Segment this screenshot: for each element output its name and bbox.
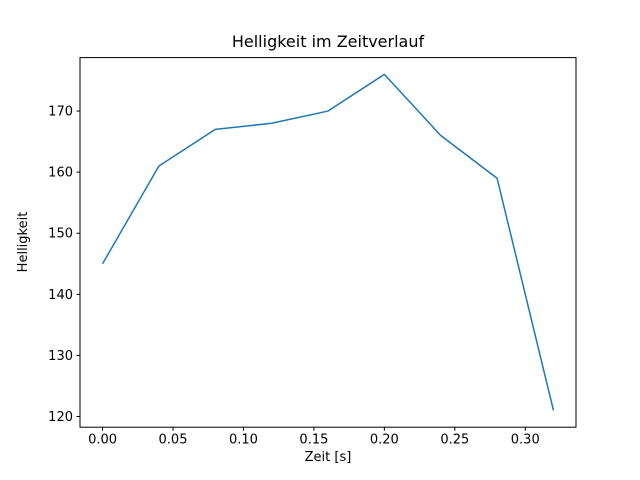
x-tick-label: 0.25 [440,433,469,448]
y-tick-label: 140 [48,288,73,303]
y-tick-label: 170 [48,105,73,120]
chart-title: Helligkeit im Zeitverlauf [232,32,425,51]
y-tick-label: 150 [48,227,73,242]
plot-area: 0.00 0.05 0.10 0.15 0.20 0.25 0.30 120 130 140 150… [48,57,577,448]
x-tick-label: 0.20 [370,433,399,448]
x-axis-label: Zeit [s] [305,450,352,465]
x-tick-label: 0.00 [88,433,117,448]
x-tick-label: 0.30 [511,433,540,448]
x-tick-label: 0.10 [229,433,258,448]
x-tick-label: 0.15 [299,433,328,448]
y-tick-label: 130 [48,349,73,364]
y-tick-label: 160 [48,166,73,181]
y-tick-label: 120 [48,410,73,425]
axes-box [79,57,577,428]
data-line [101,73,555,411]
y-axis-label: Helligkeit [16,212,31,273]
x-tick-label: 0.05 [159,433,188,448]
